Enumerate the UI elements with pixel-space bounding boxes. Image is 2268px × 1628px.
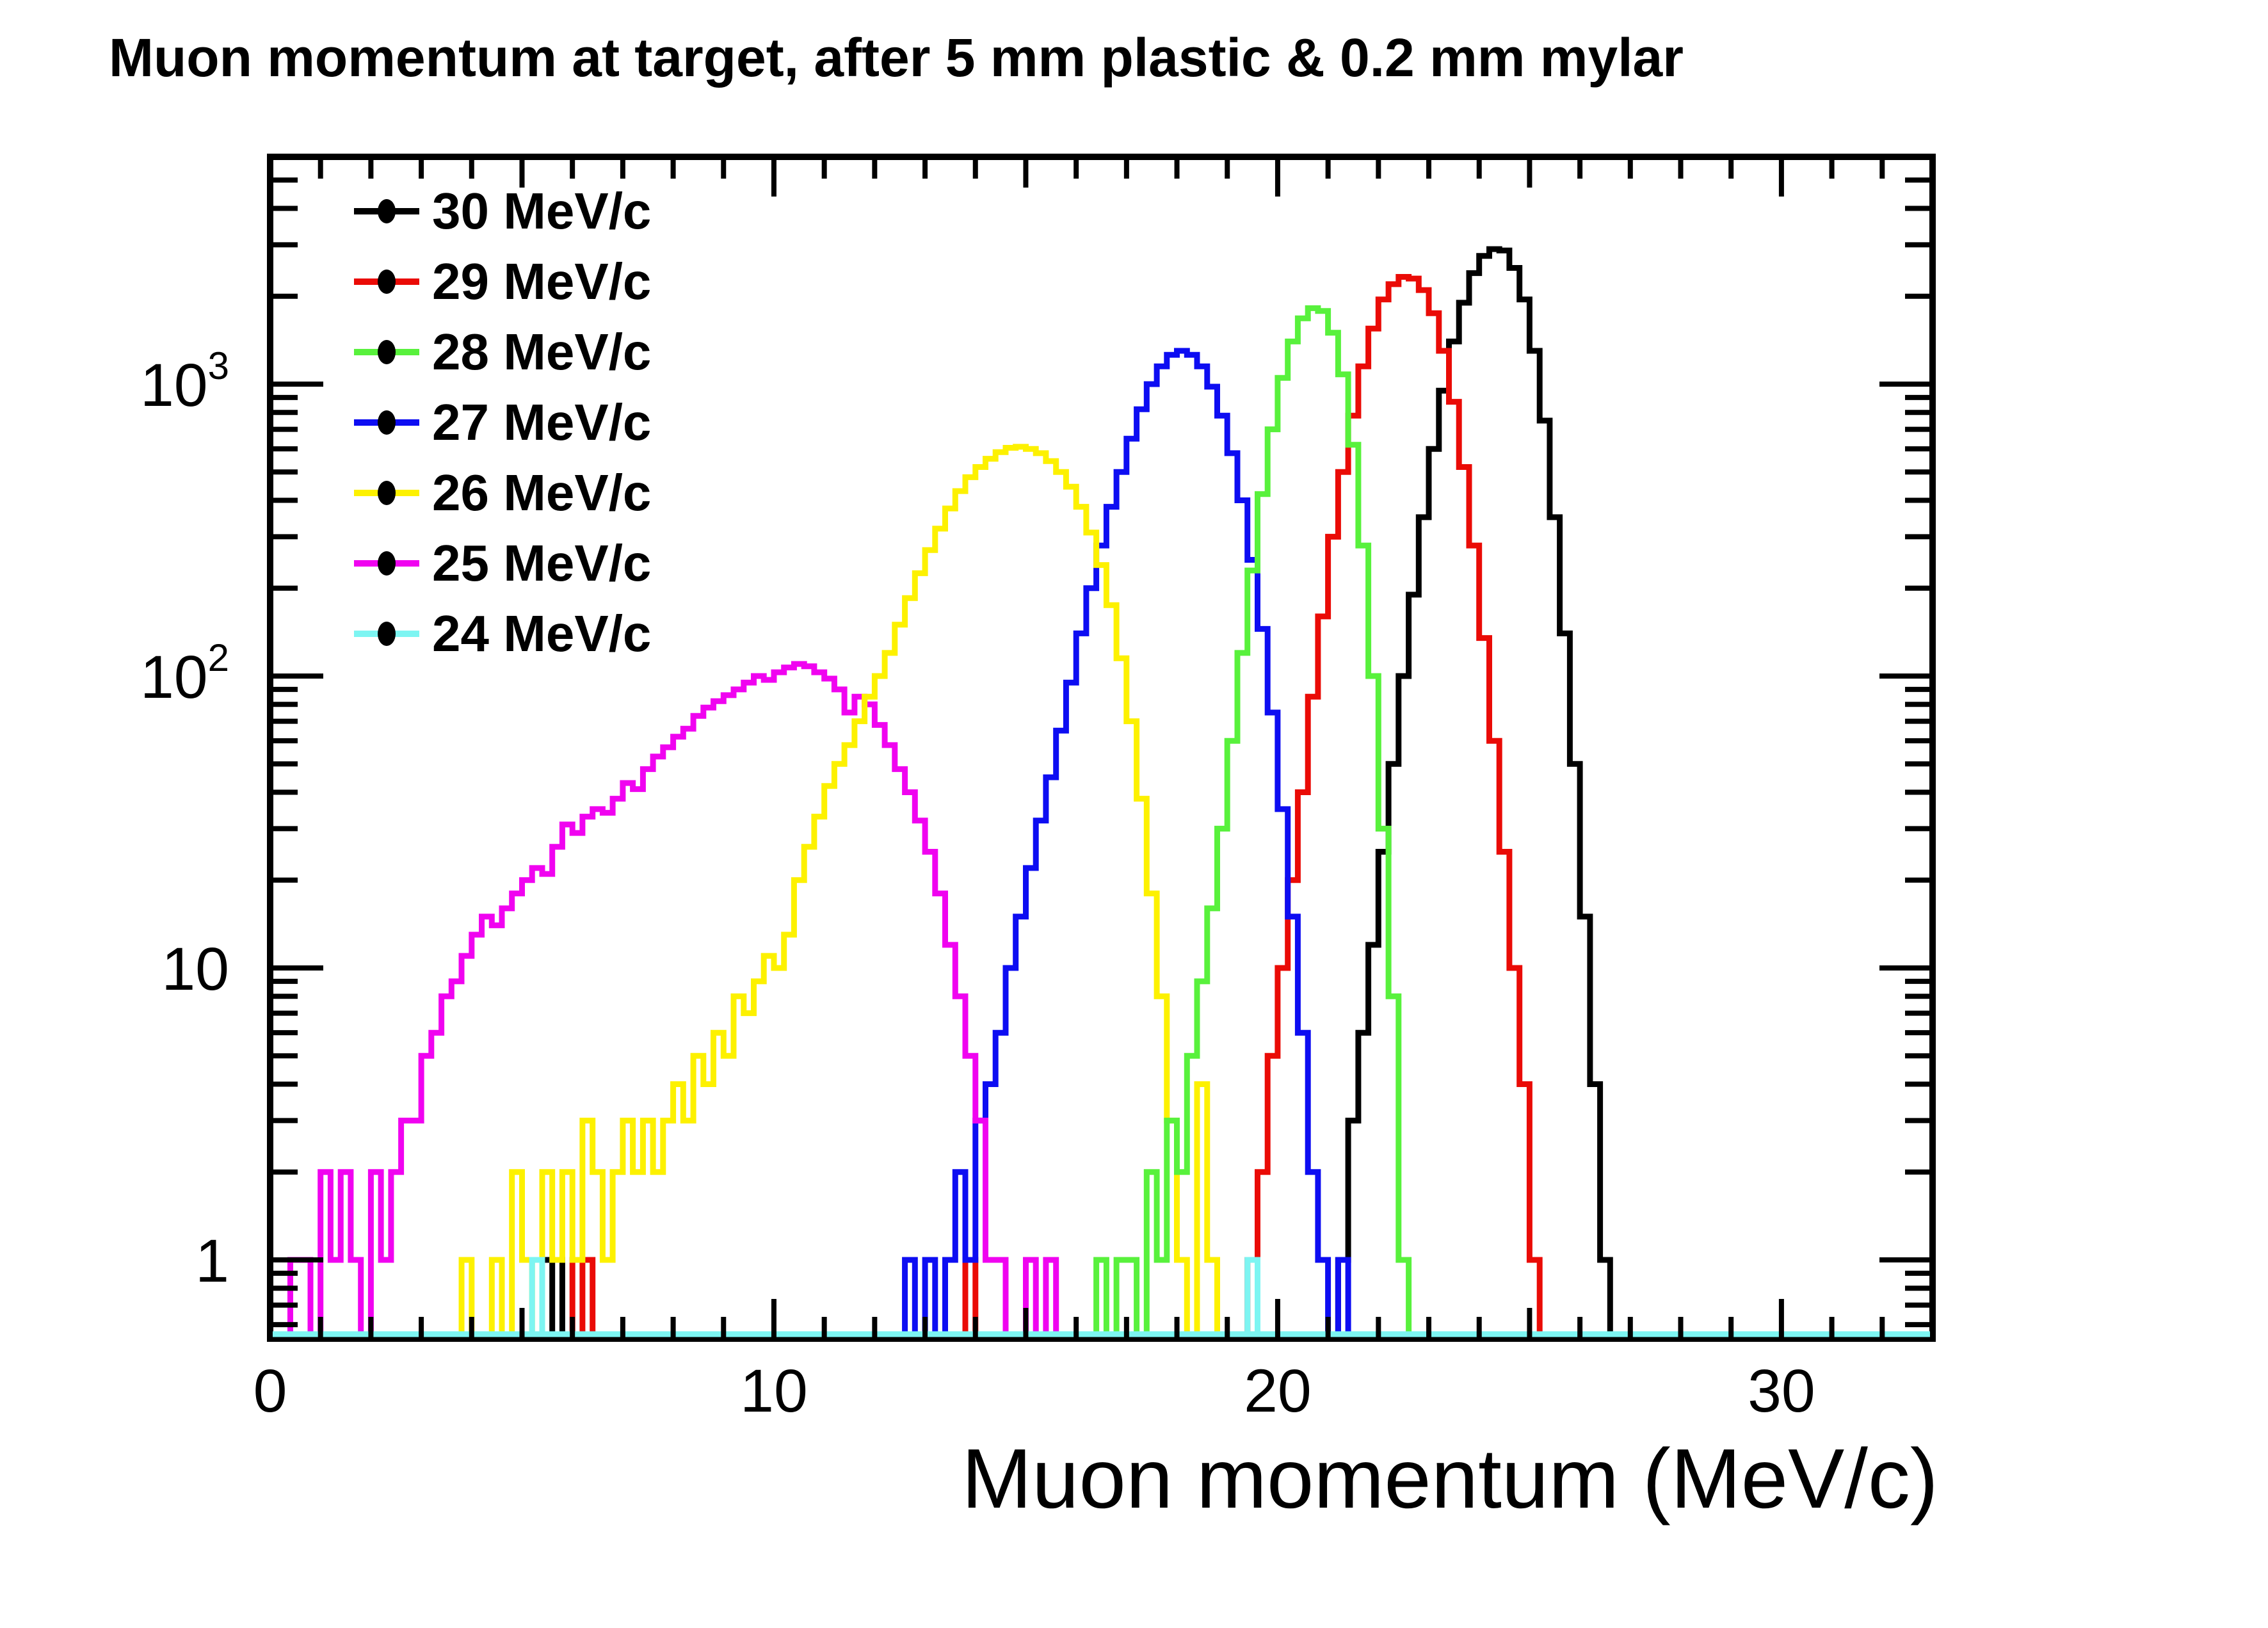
legend-marker-dot <box>378 622 396 646</box>
legend-label: 29 MeV/c <box>432 253 652 310</box>
x-tick-label: 20 <box>1244 1357 1312 1425</box>
legend-marker-dot <box>378 410 396 435</box>
legend-swatch <box>354 391 419 455</box>
histogram-26mevc <box>270 444 1933 1337</box>
legend-label: 30 MeV/c <box>432 182 652 239</box>
histogram-24mevc <box>270 1257 1933 1337</box>
legend-marker-dot <box>378 270 396 294</box>
legend-marker-dot <box>378 481 396 505</box>
legend-marker-dot <box>378 340 396 364</box>
legend-swatch <box>354 320 419 384</box>
legend-label: 28 MeV/c <box>432 323 652 380</box>
legend-entry-24mevc: 24 MeV/c <box>354 602 651 666</box>
y-tick-label: 1 <box>195 1227 229 1295</box>
legend-swatch <box>354 250 419 314</box>
legend-entry-30mevc: 30 MeV/c <box>354 179 651 243</box>
legend-swatch <box>354 602 419 666</box>
histogram-27mevc <box>270 348 1933 1337</box>
legend-label: 26 MeV/c <box>432 464 652 521</box>
legend-label: 27 MeV/c <box>432 394 652 451</box>
legend-label: 25 MeV/c <box>432 535 652 592</box>
legend-swatch <box>354 531 419 595</box>
axis-ticks <box>268 157 1935 1339</box>
legend-entry-25mevc: 25 MeV/c <box>354 531 651 595</box>
plot-title: Muon momentum at target, after 5 mm plas… <box>109 28 1684 88</box>
legend-label: 24 MeV/c <box>432 605 652 662</box>
histogram-25mevc <box>270 661 1933 1337</box>
histogram-28mevc <box>270 305 1933 1337</box>
plot-frame <box>267 154 1936 1342</box>
y-tick-label: 103 <box>140 344 229 419</box>
y-tick-label: 10 <box>161 935 229 1003</box>
legend-marker-dot <box>378 199 396 223</box>
x-tick-label: 10 <box>740 1357 808 1425</box>
y-tick-label: 102 <box>140 636 229 711</box>
y-axis-tick-labels: 1 10 102 103 <box>140 344 229 1295</box>
x-axis-title: Muon momentum (MeV/c) <box>961 1431 1938 1526</box>
legend-marker-dot <box>378 551 396 576</box>
legend-entry-28mevc: 28 MeV/c <box>354 320 651 384</box>
legend-entry-26mevc: 26 MeV/c <box>354 461 651 525</box>
legend-entry-29mevc: 29 MeV/c <box>354 250 651 314</box>
x-axis-tick-labels: 0 10 20 30 <box>253 1357 1815 1425</box>
legend-swatch <box>354 461 419 525</box>
x-tick-label: 30 <box>1748 1357 1815 1425</box>
x-tick-label: 0 <box>253 1357 287 1425</box>
legend-swatch <box>354 179 419 243</box>
legend-entry-27mevc: 27 MeV/c <box>354 391 651 455</box>
histogram-curves <box>270 246 1933 1337</box>
frame-rect <box>267 154 1936 1342</box>
